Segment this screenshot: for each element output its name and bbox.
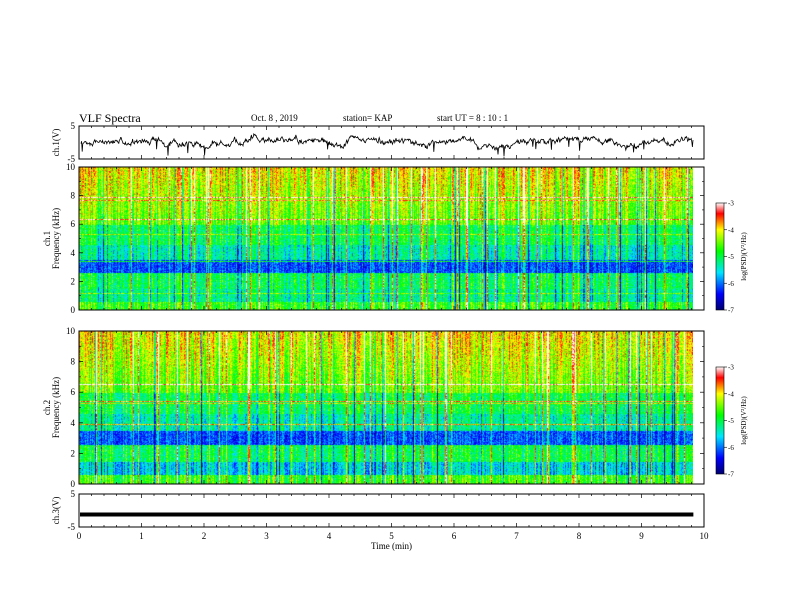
- xtick-7: 7: [514, 531, 519, 541]
- colorbar-tick-ch2-spectrogram--4: -4: [728, 390, 734, 398]
- station-label: station= KAP: [343, 113, 393, 123]
- colorbar-tick-ch1-spectrogram--6: -6: [728, 280, 734, 288]
- colorbar-tick-ch2-spectrogram--3: -3: [728, 364, 734, 372]
- ytick-ch2-spectrogram-8: 8: [71, 357, 76, 367]
- start-time-label: start UT = 8 : 10 : 1: [437, 113, 509, 123]
- xtick-1: 1: [139, 531, 144, 541]
- ytick-ch3-waveform-5: 5: [71, 489, 76, 499]
- ytick-ch1-spectrogram-10: 10: [66, 162, 76, 172]
- ytick-ch2-spectrogram-2: 2: [71, 448, 76, 458]
- colorbar-tick-ch2-spectrogram--7: -7: [728, 471, 734, 479]
- ytick-ch1-spectrogram-4: 4: [71, 248, 76, 258]
- frame-ch3-waveform: [78, 493, 705, 528]
- ytick-ch1-spectrogram-0: 0: [71, 305, 76, 315]
- ylabel-top-ch2-spectrogram: ch.2: [42, 400, 52, 415]
- colorbar-tick-ch2-spectrogram--5: -5: [728, 417, 734, 425]
- colorbar-tick-ch1-spectrogram--5: -5: [728, 253, 734, 261]
- colorbar-label-ch2-spectrogram: log(PSD)(V²/Hz): [740, 396, 748, 445]
- colorbar-tick-ch1-spectrogram--3: -3: [728, 200, 734, 208]
- ytick-ch1-spectrogram-6: 6: [71, 219, 76, 229]
- xtick-10: 10: [700, 531, 710, 541]
- ytick-ch1-waveform--5: -5: [68, 154, 76, 164]
- date-label: Oct. 8 , 2019: [251, 113, 298, 123]
- xtick-0: 0: [77, 531, 82, 541]
- ylabel-top-ch1-spectrogram: ch.1: [42, 231, 52, 246]
- colorbar-label-ch1-spectrogram: log(PSD)(V²/Hz): [740, 232, 748, 281]
- colorbar-tick-ch1-spectrogram--4: -4: [728, 226, 734, 234]
- frame-ch1-waveform: [78, 125, 705, 160]
- ylabel-ch3-waveform: ch.3(V): [51, 497, 61, 525]
- ytick-ch2-spectrogram-6: 6: [71, 387, 76, 397]
- chart-title: VLF Spectra: [79, 111, 141, 125]
- spectrogram-ch2-spectrogram: [79, 331, 693, 484]
- colorbar-ch2-spectrogram: [715, 366, 725, 475]
- colorbar-ch1-spectrogram: [715, 202, 725, 311]
- ylabel-ch2-spectrogram: Frequency (kHz): [51, 377, 61, 438]
- ytick-ch1-spectrogram-8: 8: [71, 191, 76, 201]
- ytick-ch2-spectrogram-10: 10: [66, 326, 76, 336]
- ytick-ch1-spectrogram-2: 2: [71, 276, 76, 286]
- x-axis-label: Time (min): [371, 541, 412, 551]
- xtick-3: 3: [264, 531, 269, 541]
- xtick-2: 2: [202, 531, 207, 541]
- colorbar-tick-ch2-spectrogram--6: -6: [728, 444, 734, 452]
- colorbar-tick-ch1-spectrogram--7: -7: [728, 307, 734, 315]
- xtick-8: 8: [577, 531, 582, 541]
- ylabel-ch1-waveform: ch.1(V): [51, 129, 61, 157]
- ytick-ch3-waveform--5: -5: [68, 522, 76, 532]
- xtick-6: 6: [452, 531, 457, 541]
- xtick-9: 9: [639, 531, 644, 541]
- ylabel-ch1-spectrogram: Frequency (kHz): [51, 208, 61, 269]
- ytick-ch2-spectrogram-0: 0: [71, 479, 76, 489]
- ch1-waveform-line: [80, 132, 694, 157]
- ytick-ch1-waveform-5: 5: [71, 121, 76, 131]
- ytick-ch2-spectrogram-4: 4: [71, 418, 76, 428]
- xtick-4: 4: [327, 531, 332, 541]
- xtick-5: 5: [389, 531, 394, 541]
- spectrogram-ch1-spectrogram: [79, 167, 693, 310]
